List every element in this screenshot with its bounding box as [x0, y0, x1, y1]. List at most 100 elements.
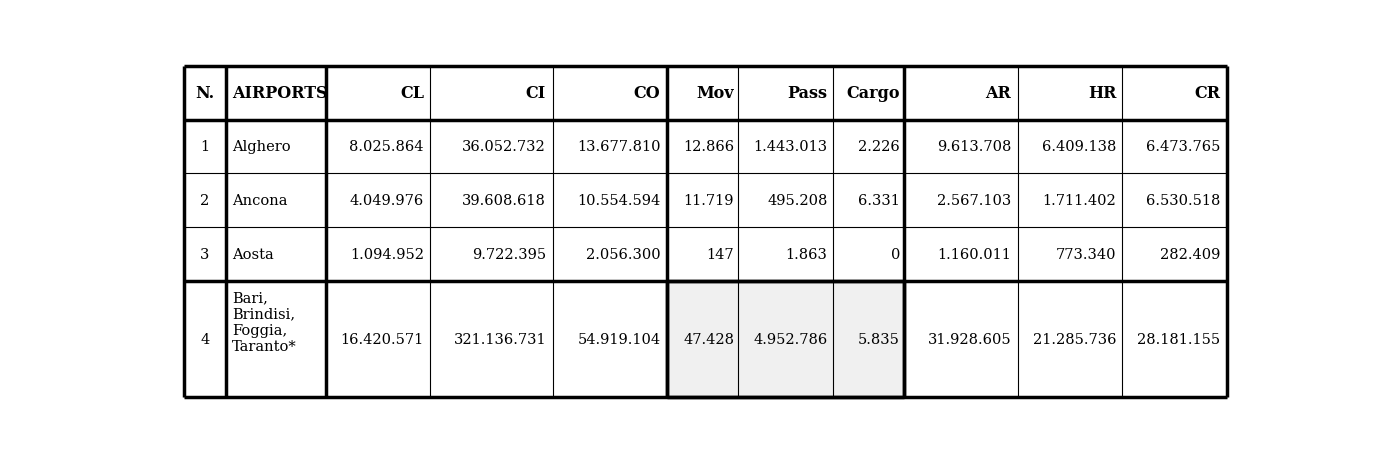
Bar	[326, 174, 431, 228]
Text: CR: CR	[1194, 85, 1221, 102]
Text: 8.025.864: 8.025.864	[350, 140, 424, 154]
Bar	[667, 120, 739, 174]
Text: 5.835: 5.835	[859, 332, 900, 346]
Bar	[1018, 120, 1123, 174]
Text: 9.613.708: 9.613.708	[937, 140, 1011, 154]
Bar	[553, 174, 667, 228]
Text: CL: CL	[400, 85, 424, 102]
Text: 4.049.976: 4.049.976	[350, 194, 424, 208]
Bar	[739, 120, 834, 174]
Text: 6.530.518: 6.530.518	[1146, 194, 1221, 208]
Bar	[667, 281, 739, 397]
Text: N.: N.	[195, 85, 215, 102]
Bar	[183, 174, 226, 228]
Text: 13.677.810: 13.677.810	[577, 140, 660, 154]
Bar	[1123, 281, 1227, 397]
Bar	[904, 281, 1018, 397]
Text: Pass: Pass	[787, 85, 827, 102]
Bar	[226, 174, 326, 228]
Bar	[739, 67, 834, 120]
Bar	[1123, 120, 1227, 174]
Bar	[183, 281, 226, 397]
Text: 16.420.571: 16.420.571	[341, 332, 424, 346]
Text: 1.711.402: 1.711.402	[1043, 194, 1116, 208]
Bar	[226, 228, 326, 281]
Bar	[1018, 281, 1123, 397]
Text: 6.409.138: 6.409.138	[1042, 140, 1116, 154]
Bar	[326, 120, 431, 174]
Text: Aosta: Aosta	[233, 247, 274, 262]
Text: 3: 3	[201, 247, 209, 262]
Text: HR: HR	[1088, 85, 1116, 102]
Bar	[667, 174, 739, 228]
Bar	[226, 120, 326, 174]
Text: 282.409: 282.409	[1160, 247, 1221, 262]
Bar	[183, 228, 226, 281]
Text: CO: CO	[634, 85, 660, 102]
Text: 495.208: 495.208	[768, 194, 827, 208]
Text: 147: 147	[706, 247, 735, 262]
Bar	[226, 281, 326, 397]
Bar	[226, 67, 326, 120]
Text: 4.952.786: 4.952.786	[753, 332, 827, 346]
Text: 11.719: 11.719	[684, 194, 735, 208]
Text: Mov: Mov	[696, 85, 735, 102]
Text: 2: 2	[201, 194, 209, 208]
Bar	[431, 174, 553, 228]
Bar	[904, 67, 1018, 120]
Bar	[834, 67, 904, 120]
Text: 47.428: 47.428	[682, 332, 735, 346]
Bar	[183, 67, 226, 120]
Text: 2.226: 2.226	[859, 140, 900, 154]
Text: AIRPORTS: AIRPORTS	[233, 85, 327, 102]
Text: 54.919.104: 54.919.104	[578, 332, 660, 346]
Bar	[553, 120, 667, 174]
Text: 21.285.736: 21.285.736	[1033, 332, 1116, 346]
Bar	[553, 228, 667, 281]
Text: 1.160.011: 1.160.011	[937, 247, 1011, 262]
Bar	[834, 174, 904, 228]
Text: 4: 4	[201, 332, 209, 346]
Text: 321.136.731: 321.136.731	[454, 332, 546, 346]
Bar	[834, 120, 904, 174]
Bar	[667, 67, 739, 120]
Text: Alghero: Alghero	[233, 140, 290, 154]
Text: 1: 1	[201, 140, 209, 154]
Text: 1.443.013: 1.443.013	[754, 140, 827, 154]
Text: 6.331: 6.331	[859, 194, 900, 208]
Text: 6.473.765: 6.473.765	[1146, 140, 1221, 154]
Text: 12.866: 12.866	[682, 140, 735, 154]
Text: AR: AR	[985, 85, 1011, 102]
Bar	[431, 67, 553, 120]
Bar	[553, 281, 667, 397]
Bar	[834, 281, 904, 397]
Text: 39.608.618: 39.608.618	[462, 194, 546, 208]
Text: 36.052.732: 36.052.732	[462, 140, 546, 154]
Text: 9.722.395: 9.722.395	[472, 247, 546, 262]
Text: 1.094.952: 1.094.952	[350, 247, 424, 262]
Bar	[1018, 228, 1123, 281]
Text: 1.863: 1.863	[786, 247, 827, 262]
Bar	[1123, 228, 1227, 281]
Bar	[667, 228, 739, 281]
Bar	[326, 67, 431, 120]
Text: 10.554.594: 10.554.594	[577, 194, 660, 208]
Text: Bari,
Brindisi,
Foggia,
Taranto*: Bari, Brindisi, Foggia, Taranto*	[233, 291, 297, 353]
Bar	[553, 67, 667, 120]
Bar	[1123, 67, 1227, 120]
Text: 2.567.103: 2.567.103	[937, 194, 1011, 208]
Text: 31.928.605: 31.928.605	[927, 332, 1011, 346]
Bar	[431, 120, 553, 174]
Text: Ancona: Ancona	[233, 194, 288, 208]
Text: Cargo: Cargo	[846, 85, 900, 102]
Bar	[326, 281, 431, 397]
Bar	[183, 120, 226, 174]
Bar	[1018, 67, 1123, 120]
Text: 0: 0	[890, 247, 900, 262]
Bar	[834, 228, 904, 281]
Bar	[904, 174, 1018, 228]
Bar	[431, 228, 553, 281]
Bar	[739, 174, 834, 228]
Text: 2.056.300: 2.056.300	[586, 247, 660, 262]
Bar	[1018, 174, 1123, 228]
